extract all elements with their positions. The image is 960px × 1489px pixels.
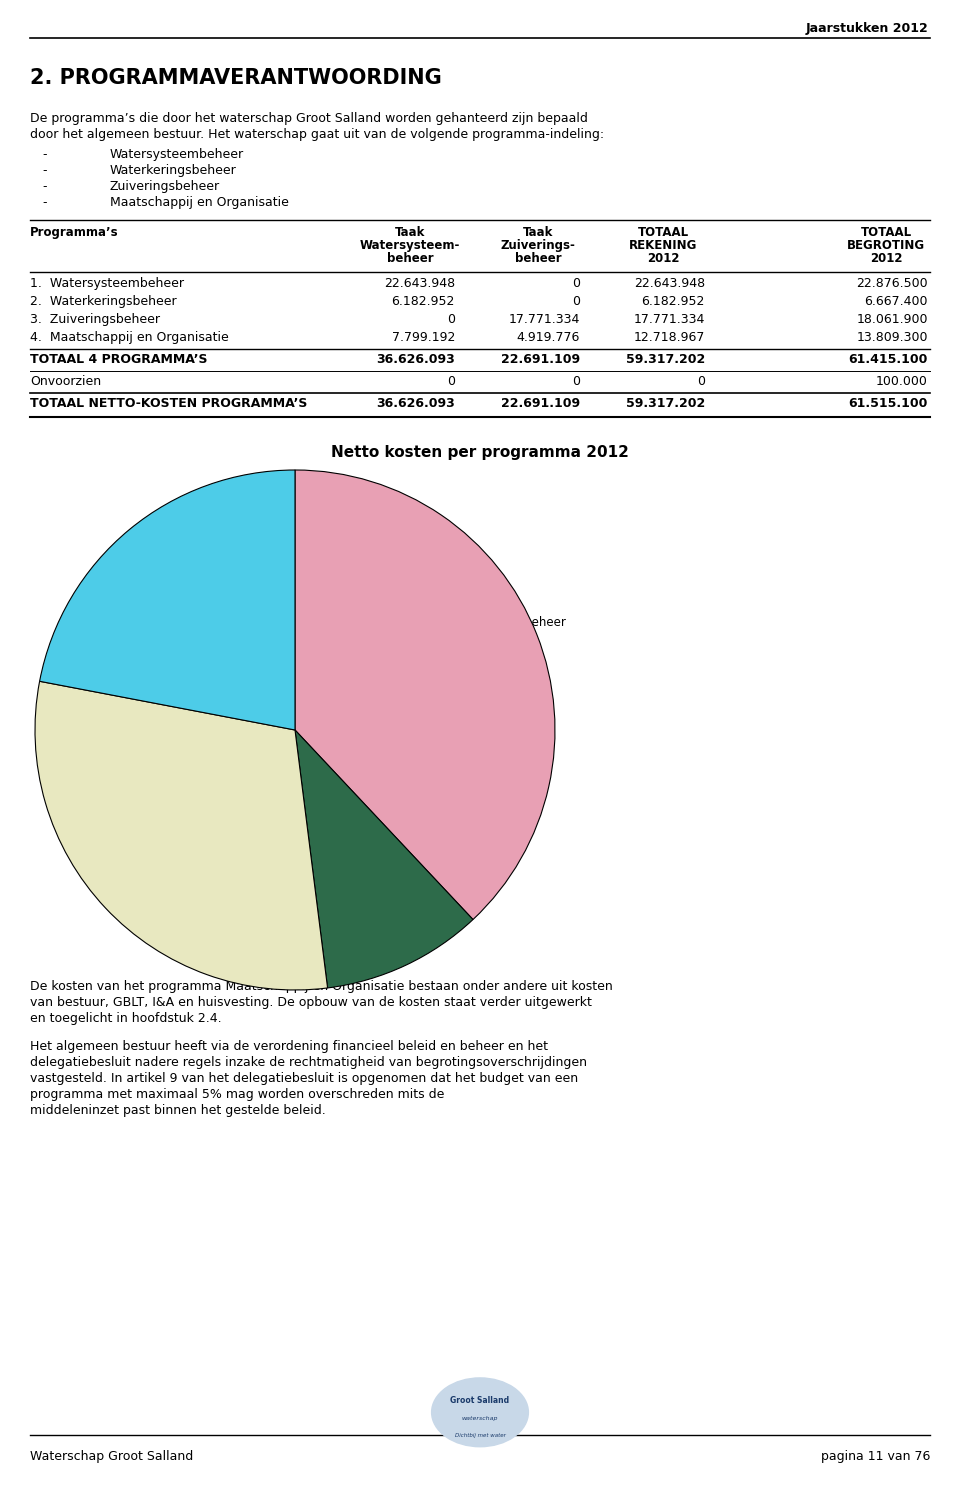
Text: TOTAAL: TOTAAL: [637, 226, 688, 240]
Text: beheer: beheer: [387, 252, 433, 265]
Text: delegatiebesluit nadere regels inzake de rechtmatigheid van begrotingsoverschrij: delegatiebesluit nadere regels inzake de…: [30, 1056, 587, 1069]
Text: 22.876.500: 22.876.500: [856, 277, 928, 290]
Text: TOTAAL: TOTAAL: [860, 226, 912, 240]
Text: waterschap: waterschap: [462, 1416, 498, 1422]
Text: Programma’s: Programma’s: [30, 226, 119, 240]
Text: Watersysteembeheer: Watersysteembeheer: [110, 147, 244, 161]
Text: middeleninzet past binnen het gestelde beleid.: middeleninzet past binnen het gestelde b…: [30, 1103, 325, 1117]
Text: 22.691.109: 22.691.109: [501, 398, 580, 409]
Text: Waterschap Groot Salland: Waterschap Groot Salland: [30, 1450, 193, 1464]
Wedge shape: [295, 471, 555, 920]
Text: Waterkeringsbeheer: Waterkeringsbeheer: [110, 164, 237, 177]
Text: 6.182.952: 6.182.952: [392, 295, 455, 308]
Text: Watersysteembeheer
38%: Watersysteembeheer 38%: [440, 616, 566, 645]
Text: Jaarstukken 2012: Jaarstukken 2012: [805, 22, 928, 36]
Text: Zuiverings-: Zuiverings-: [500, 240, 575, 252]
Text: Taak: Taak: [395, 226, 425, 240]
Text: 22.643.948: 22.643.948: [634, 277, 705, 290]
Text: 3.  Zuiveringsbeheer: 3. Zuiveringsbeheer: [30, 313, 160, 326]
Text: REKENING: REKENING: [629, 240, 697, 252]
Text: 2012: 2012: [870, 252, 902, 265]
Text: en toegelicht in hoofdstuk 2.4.: en toegelicht in hoofdstuk 2.4.: [30, 1013, 222, 1024]
Text: De kosten van het programma Maatschappij en Organisatie bestaan onder andere uit: De kosten van het programma Maatschappij…: [30, 980, 612, 993]
Text: 22.691.109: 22.691.109: [501, 353, 580, 366]
Text: -: -: [42, 197, 46, 208]
Text: 0: 0: [572, 375, 580, 389]
Text: Groot Salland: Groot Salland: [450, 1395, 510, 1404]
Text: De programma’s die door het waterschap Groot Salland worden gehanteerd zijn bepa: De programma’s die door het waterschap G…: [30, 112, 588, 125]
Text: 22.643.948: 22.643.948: [384, 277, 455, 290]
Circle shape: [432, 1377, 528, 1447]
Text: 12.718.967: 12.718.967: [634, 331, 705, 344]
Text: 0: 0: [697, 375, 705, 389]
Text: pagina 11 van 76: pagina 11 van 76: [821, 1450, 930, 1464]
Text: 2012: 2012: [647, 252, 680, 265]
Text: 1.  Watersysteembeheer: 1. Watersysteembeheer: [30, 277, 184, 290]
Text: TOTAAL 4 PROGRAMMA’S: TOTAAL 4 PROGRAMMA’S: [30, 353, 207, 366]
Text: 100.000: 100.000: [876, 375, 928, 389]
Text: 0: 0: [447, 375, 455, 389]
Text: 0: 0: [447, 313, 455, 326]
Text: Netto kosten per programma 2012: Netto kosten per programma 2012: [331, 445, 629, 460]
Text: 7.799.192: 7.799.192: [392, 331, 455, 344]
Text: TOTAAL NETTO-KOSTEN PROGRAMMA’S: TOTAAL NETTO-KOSTEN PROGRAMMA’S: [30, 398, 307, 409]
Text: 18.061.900: 18.061.900: [856, 313, 928, 326]
Text: 2. PROGRAMMAVERANTWOORDING: 2. PROGRAMMAVERANTWOORDING: [30, 68, 442, 88]
Text: -: -: [42, 180, 46, 194]
Text: Maatschappij en
Organisatie
22%: Maatschappij en Organisatie 22%: [72, 599, 168, 642]
Text: 61.515.100: 61.515.100: [849, 398, 928, 409]
Text: 59.317.202: 59.317.202: [626, 353, 705, 366]
Text: Maatschappij en Organisatie: Maatschappij en Organisatie: [110, 197, 289, 208]
Text: 13.809.300: 13.809.300: [856, 331, 928, 344]
Text: Dichtbij met water: Dichtbij met water: [455, 1432, 505, 1438]
Text: -: -: [42, 147, 46, 161]
Text: Onvoorzien: Onvoorzien: [30, 375, 101, 389]
Text: 59.317.202: 59.317.202: [626, 398, 705, 409]
Text: 17.771.334: 17.771.334: [634, 313, 705, 326]
Text: van bestuur, GBLT, I&A en huisvesting. De opbouw van de kosten staat verder uitg: van bestuur, GBLT, I&A en huisvesting. D…: [30, 996, 592, 1010]
Wedge shape: [39, 471, 295, 730]
Text: Waterkeringsbeheer
10%: Waterkeringsbeheer 10%: [315, 844, 435, 873]
Text: BEGROTING: BEGROTING: [847, 240, 925, 252]
Text: 0: 0: [572, 295, 580, 308]
Text: -: -: [42, 164, 46, 177]
Text: 2.  Waterkeringsbeheer: 2. Waterkeringsbeheer: [30, 295, 177, 308]
Text: beheer: beheer: [515, 252, 562, 265]
Text: door het algemeen bestuur. Het waterschap gaat uit van de volgende programma-ind: door het algemeen bestuur. Het waterscha…: [30, 128, 604, 141]
Text: Het algemeen bestuur heeft via de verordening financieel beleid en beheer en het: Het algemeen bestuur heeft via de verord…: [30, 1039, 548, 1053]
Text: Watersysteem-: Watersysteem-: [360, 240, 460, 252]
Text: 17.771.334: 17.771.334: [509, 313, 580, 326]
Text: Zuiveringsbeheer
30%: Zuiveringsbeheer 30%: [120, 816, 225, 844]
Text: 6.182.952: 6.182.952: [641, 295, 705, 308]
Text: 0: 0: [572, 277, 580, 290]
Text: 6.667.400: 6.667.400: [865, 295, 928, 308]
Text: programma met maximaal 5% mag worden overschreden mits de: programma met maximaal 5% mag worden ove…: [30, 1088, 444, 1100]
Text: Taak: Taak: [523, 226, 553, 240]
Text: 36.626.093: 36.626.093: [376, 398, 455, 409]
Text: 61.415.100: 61.415.100: [849, 353, 928, 366]
Wedge shape: [295, 730, 473, 987]
Text: 36.626.093: 36.626.093: [376, 353, 455, 366]
Text: vastgesteld. In artikel 9 van het delegatiebesluit is opgenomen dat het budget v: vastgesteld. In artikel 9 van het delega…: [30, 1072, 578, 1085]
Text: 4.919.776: 4.919.776: [516, 331, 580, 344]
Text: Zuiveringsbeheer: Zuiveringsbeheer: [110, 180, 220, 194]
Text: 4.  Maatschappij en Organisatie: 4. Maatschappij en Organisatie: [30, 331, 228, 344]
Wedge shape: [35, 682, 327, 990]
